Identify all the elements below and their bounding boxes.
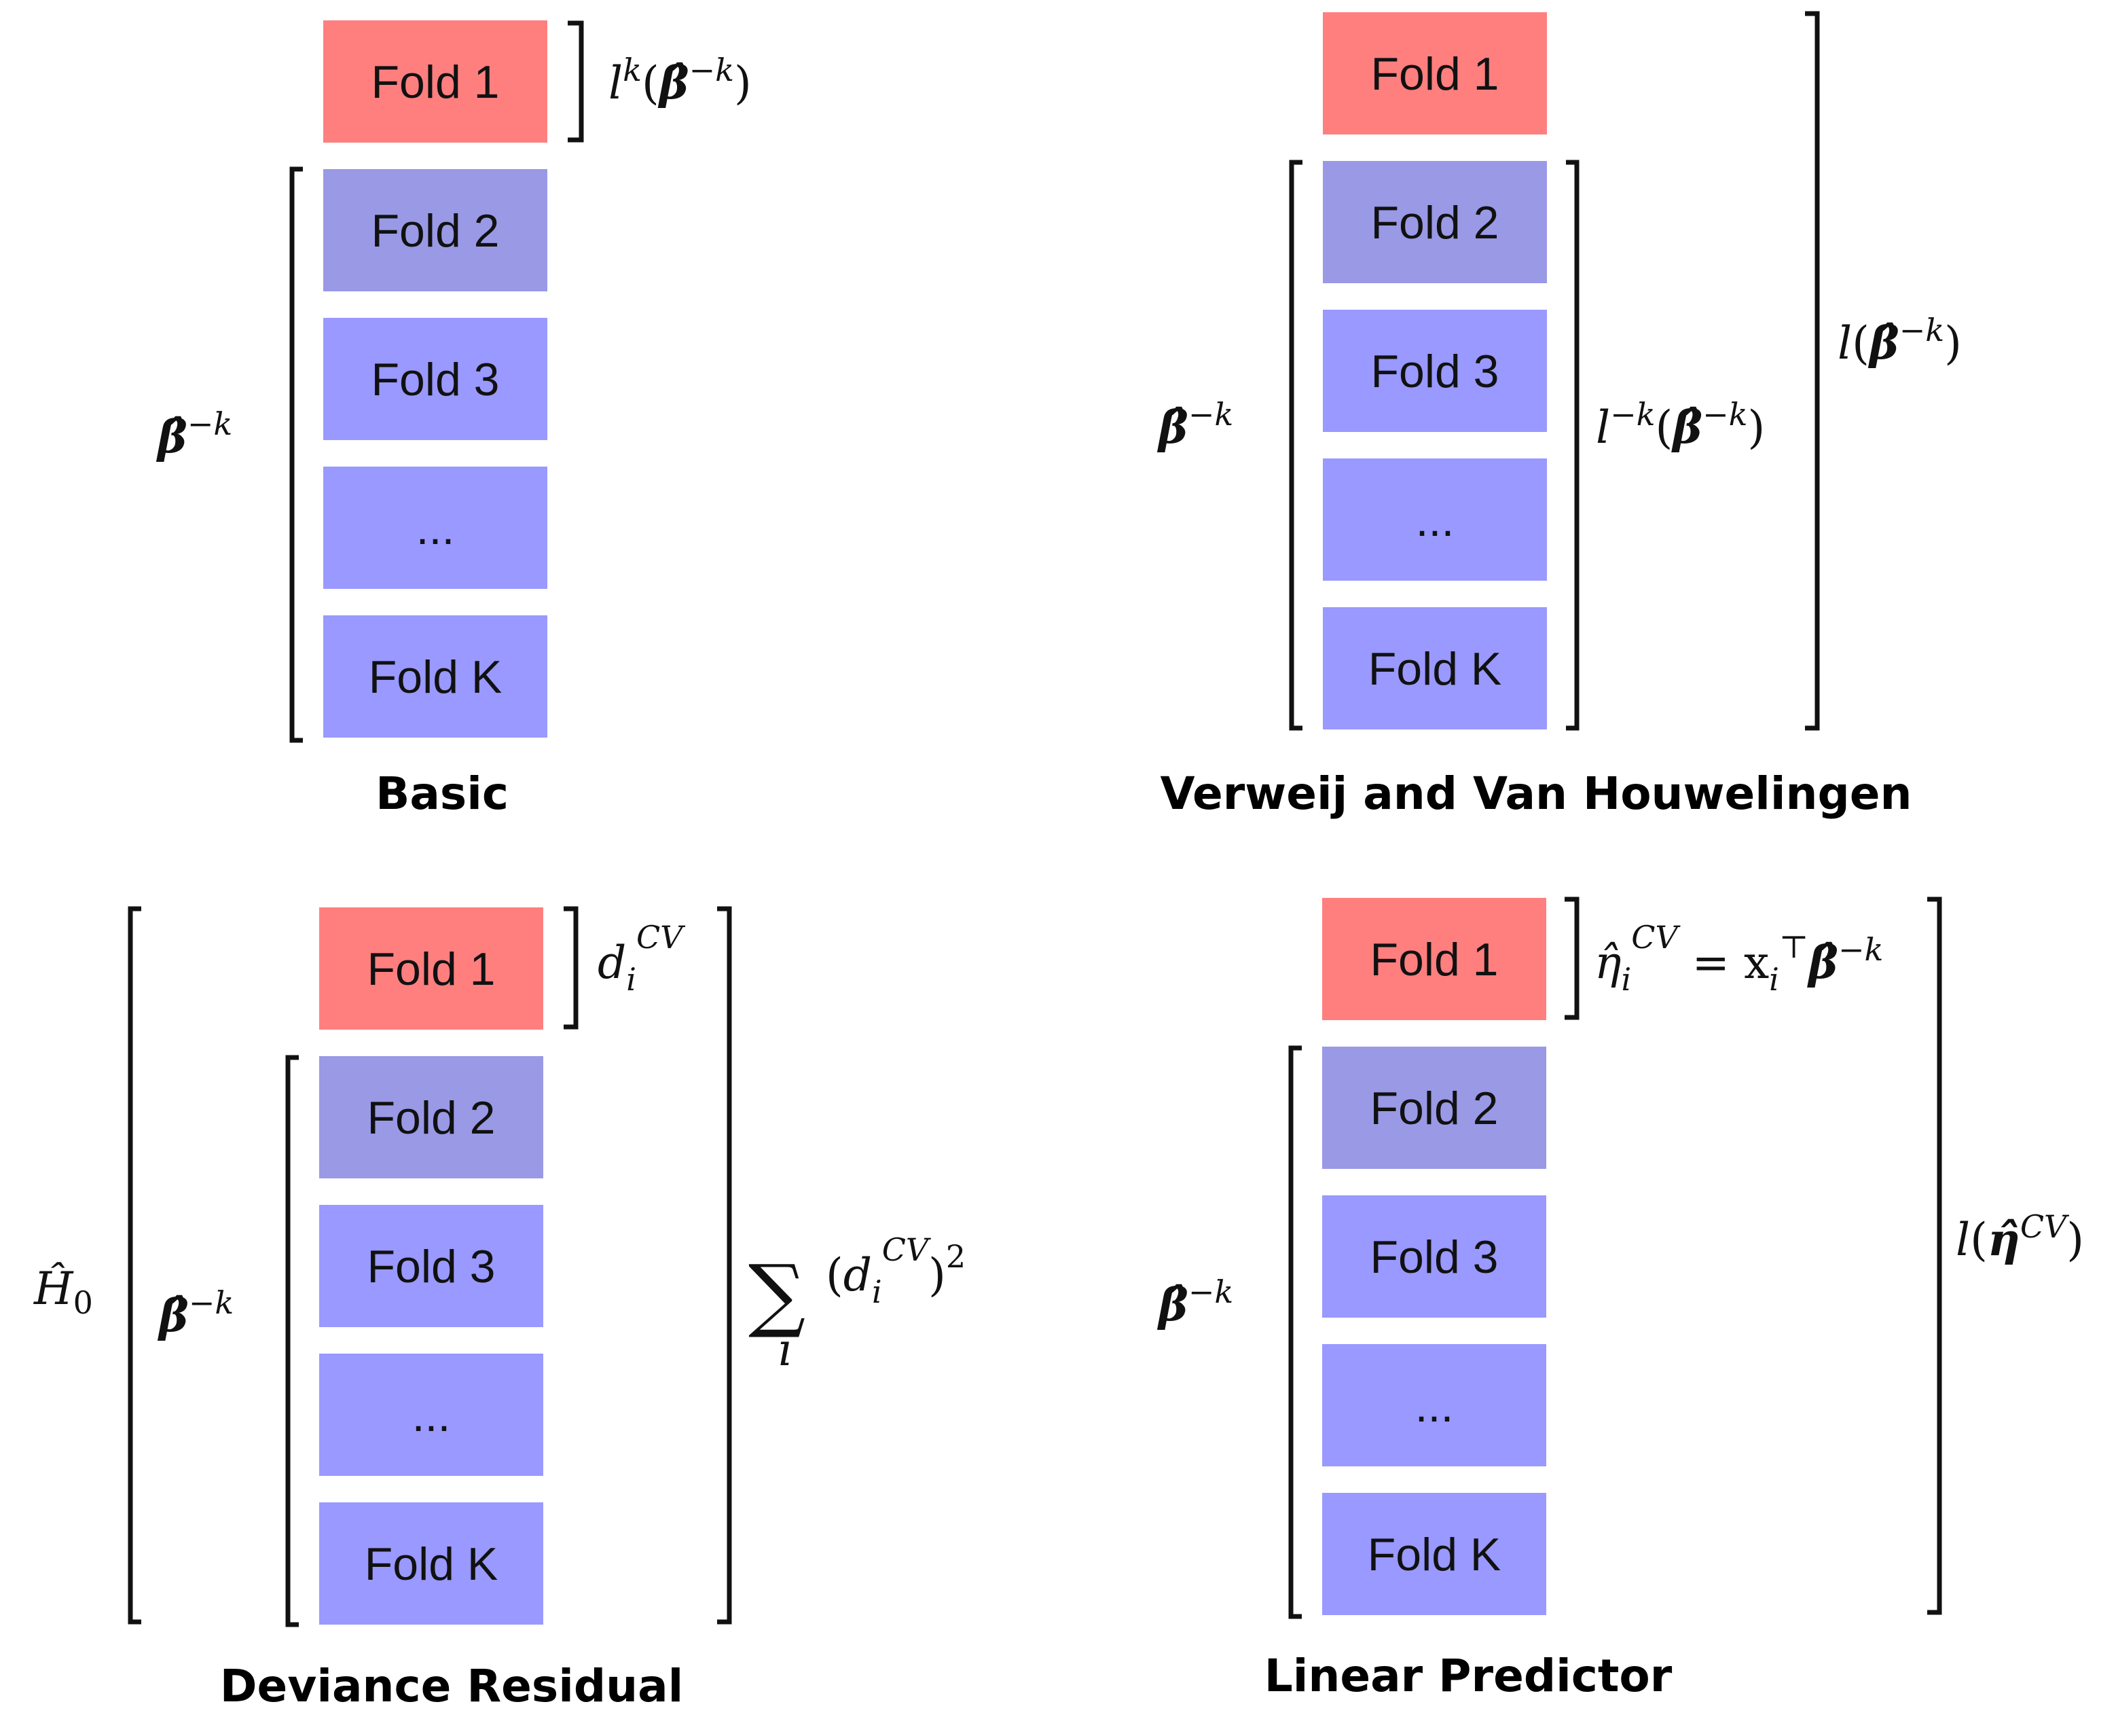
sum-symbol: ∑ (748, 1247, 805, 1341)
fold-k-box (1323, 607, 1547, 729)
beta-hat-label: β̂−k (1156, 1273, 1233, 1331)
fold1-right-bracket (564, 906, 579, 1030)
fold-label: Fold 3 (367, 1241, 496, 1292)
full-loss-label: l(η̂CV) (1956, 1208, 2084, 1266)
fold-box: Fold K (319, 1502, 543, 1625)
fold-k-box (319, 1502, 543, 1625)
fold-box: Fold 3 (1322, 1195, 1546, 1318)
fold-stack: Fold 1 Fold 2 Fold 3 ... Fold K (1322, 898, 1546, 1615)
fold-3-box (319, 1205, 543, 1327)
fold-label: Fold 3 (1370, 1231, 1499, 1283)
fold-ellipsis-box (319, 1354, 543, 1476)
fold-2-box (1323, 161, 1547, 283)
fold-label: Fold 3 (371, 354, 500, 405)
beta-hat-label: β̂−k (156, 405, 232, 463)
fold-label: Fold 2 (1371, 197, 1499, 249)
fold-label: ... (1416, 494, 1455, 546)
fold-1-box (323, 20, 547, 143)
fold-3-box (323, 318, 547, 440)
fold-box: Fold 1 (1323, 12, 1547, 134)
partial-loss-label: l−k(β̂−k) (1596, 396, 1765, 454)
panel-caption: Deviance Residual (220, 1660, 683, 1712)
fold-ellipsis-box (323, 467, 547, 589)
panel-caption: Linear Predictor (1264, 1650, 1673, 1702)
fold-box: Fold 3 (323, 318, 547, 440)
panel-basic: Fold 1 Fold 2 Fold 3 ... Fold K lk(β̂−k)… (156, 20, 752, 820)
fold-box: Fold K (323, 615, 547, 738)
fold-k-box (1322, 1493, 1546, 1615)
fold-label: ... (1415, 1380, 1454, 1432)
residual-label: diCV (598, 919, 686, 998)
fold-box: Fold K (1322, 1493, 1546, 1615)
fold-label: ... (416, 503, 455, 554)
outer-right-bracket (1805, 11, 1820, 731)
fold-box: Fold 3 (1323, 310, 1547, 432)
fold-label: Fold 1 (1371, 48, 1499, 100)
fold-box: ... (1322, 1344, 1546, 1466)
sum-label: (diCV)2 (826, 1231, 966, 1310)
fold-box: Fold 1 (319, 907, 543, 1030)
right-bracket (568, 20, 584, 143)
fold-label: Fold 2 (367, 1092, 496, 1144)
left-bracket (289, 166, 303, 743)
panel-linear: Fold 1 Fold 2 Fold 3 ... Fold K η̂iCV = … (1156, 897, 2084, 1702)
fold-label: ... (412, 1390, 451, 1441)
beta-hat-label: β̂−k (1156, 396, 1233, 454)
fold-label: Fold 3 (1371, 346, 1499, 397)
panel-verweij: Fold 1 Fold 2 Fold 3 ... Fold K β̂−k l−k… (1156, 11, 1962, 820)
fold-stack: Fold 1 Fold 2 Fold 3 ... Fold K (323, 20, 547, 738)
fold-label: Fold 1 (371, 56, 500, 108)
fold-label: Fold 2 (1370, 1083, 1499, 1134)
full-loss-label: l(β̂−k) (1838, 312, 1962, 369)
inner-right-bracket (1566, 160, 1580, 731)
fold-box: Fold 2 (319, 1056, 543, 1178)
fold-box: ... (1323, 458, 1547, 581)
fold1-loss-label: lk(β̂−k) (608, 52, 752, 109)
fold-label: Fold K (1368, 643, 1502, 695)
fold-1-box (319, 907, 543, 1030)
fold-box: Fold 2 (1323, 161, 1547, 283)
fold-box: Fold 3 (319, 1205, 543, 1327)
fold-stack: Fold 1 Fold 2 Fold 3 ... Fold K (319, 907, 543, 1625)
fold-box: ... (319, 1354, 543, 1476)
fold-box: Fold 2 (1322, 1047, 1546, 1169)
fold-k-box (323, 615, 547, 738)
fold-2-box (319, 1056, 543, 1178)
fold-box: Fold K (1323, 607, 1547, 729)
outer-right-bracket (1927, 897, 1942, 1615)
fold-label: Fold 1 (367, 943, 496, 995)
fold-3-box (1322, 1195, 1546, 1318)
fold-2-box (323, 169, 547, 291)
fold-box: Fold 2 (323, 169, 547, 291)
panel-caption: Verweij and Van Houwelingen (1161, 767, 1912, 820)
beta-hat-label: β̂−k (157, 1284, 234, 1342)
inner-left-bracket (285, 1055, 299, 1627)
panel-caption: Basic (376, 767, 509, 820)
outer-left-bracket (128, 906, 141, 1625)
outer-right-bracket (717, 906, 732, 1625)
fold-ellipsis-box (1322, 1344, 1546, 1466)
fold-ellipsis-box (1323, 458, 1547, 581)
left-bracket (1289, 160, 1302, 731)
inner-left-bracket (1288, 1045, 1302, 1619)
fold-stack: Fold 1 Fold 2 Fold 3 ... Fold K (1323, 12, 1547, 729)
fold-label: Fold K (365, 1538, 498, 1590)
fold-label: Fold K (369, 651, 503, 703)
baseline-hazard-label: Ĥ0 (33, 1263, 93, 1321)
panel-deviance: Fold 1 Fold 2 Fold 3 ... Fold K diCV β̂−… (33, 906, 966, 1712)
fold-3-box (1323, 310, 1547, 432)
sum-index: i (778, 1324, 792, 1376)
fold-label: Fold K (1368, 1529, 1501, 1580)
fold-box: ... (323, 467, 547, 589)
fold-label: Fold 1 (1370, 934, 1499, 985)
eta-label: η̂iCV = xi⊤β̂−k (1594, 919, 1883, 998)
fold-box: Fold 1 (1322, 898, 1546, 1020)
fold-box: Fold 1 (323, 20, 547, 143)
fold-label: Fold 2 (371, 205, 500, 257)
fold-2-box (1322, 1047, 1546, 1169)
fold1-right-bracket (1565, 897, 1580, 1020)
fold-1-box (1323, 12, 1547, 134)
fold-1-box (1322, 898, 1546, 1020)
